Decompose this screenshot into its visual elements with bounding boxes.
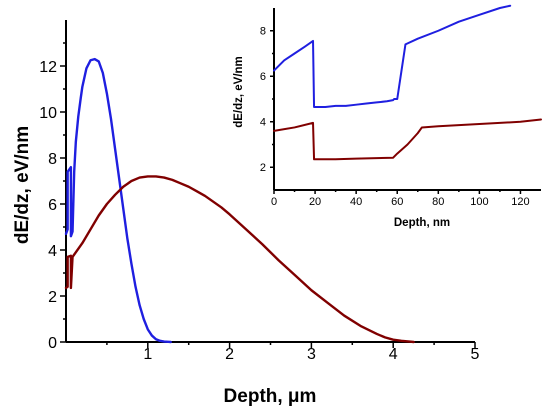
main-y-tick-label: 0 — [48, 335, 57, 352]
inset-x-tick-label: 20 — [309, 196, 321, 208]
main-y-tick-label: 10 — [39, 105, 57, 122]
inset-y-tick-label: 8 — [260, 26, 266, 38]
inset-x-tick-label: 120 — [511, 196, 529, 208]
main-x-axis-title: Depth, μm — [224, 386, 317, 407]
inset-x-tick-label: 60 — [391, 196, 403, 208]
inset-x-axis-title: Depth, nm — [394, 217, 450, 229]
main-y-tick-label: 8 — [48, 151, 57, 168]
main-y-tick-label: 12 — [39, 59, 57, 76]
inset-series-blue-line — [273, 4, 512, 108]
main-y-tick-label: 2 — [48, 289, 57, 306]
main-series-red-line — [64, 175, 415, 344]
main-x-tick-label: 1 — [143, 346, 152, 363]
main-x-tick-label: 2 — [225, 346, 234, 363]
main-x-tick-label: 4 — [389, 346, 398, 363]
main-series-blue-line — [64, 57, 172, 344]
main-x-tick-label: 5 — [471, 346, 480, 363]
inset-x-tick-label: 0 — [271, 196, 277, 208]
inset-y-tick-label: 4 — [260, 117, 266, 129]
main-y-axis-title: dE/dz, eV/nm — [12, 126, 33, 244]
inset-y-axis-title: dE/dz, eV/nm — [233, 56, 245, 128]
inset-y-tick-label: 6 — [260, 71, 266, 83]
main-y-tick-label: 6 — [48, 197, 57, 214]
inset-y-tick-label: 2 — [260, 162, 266, 174]
inset-x-tick-label: 100 — [470, 196, 488, 208]
main-x-tick-label: 3 — [307, 346, 316, 363]
inset-x-tick-label: 40 — [350, 196, 362, 208]
inset-x-tick-label: 80 — [432, 196, 444, 208]
inset-series-red-line — [273, 118, 542, 161]
main-y-tick-label: 4 — [48, 243, 57, 260]
